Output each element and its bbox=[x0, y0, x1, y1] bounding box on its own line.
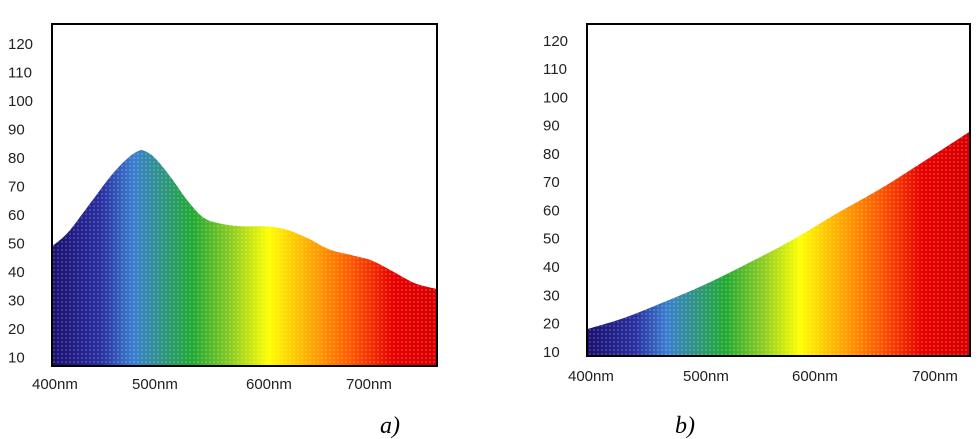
x-tick-label: 700nm bbox=[346, 376, 392, 393]
y-tick-label: 80 bbox=[8, 150, 25, 167]
y-tick-label: 80 bbox=[543, 146, 560, 163]
y-tick-label: 60 bbox=[8, 207, 25, 224]
y-tick-label: 60 bbox=[543, 203, 560, 220]
x-tick-label: 400nm bbox=[32, 376, 78, 393]
caption-b: b) bbox=[675, 413, 695, 439]
y-tick-label: 30 bbox=[543, 287, 560, 304]
caption-a: a) bbox=[380, 413, 400, 439]
x-tick-label: 500nm bbox=[132, 376, 178, 393]
y-tick-label: 20 bbox=[543, 316, 560, 333]
y-tick-label: 50 bbox=[543, 231, 560, 248]
y-tick-label: 100 bbox=[543, 90, 568, 107]
y-tick-label: 20 bbox=[8, 321, 25, 338]
plot-area bbox=[587, 131, 970, 356]
y-tick-label: 110 bbox=[543, 61, 567, 78]
y-tick-label: 90 bbox=[543, 118, 560, 135]
plot-area bbox=[52, 149, 437, 366]
plot-frame bbox=[51, 23, 438, 367]
y-tick-label: 10 bbox=[543, 344, 560, 361]
y-tick-label: 40 bbox=[543, 259, 560, 276]
chart-b: 10 20 30 40 50 60 70 80 90 100 110 120 400nm 500nm 600… bbox=[543, 23, 971, 385]
y-tick-label: 100 bbox=[8, 93, 33, 110]
plot-frame bbox=[586, 23, 971, 357]
y-tick-label: 10 bbox=[8, 349, 25, 366]
y-tick-label: 30 bbox=[8, 292, 25, 309]
y-tick-label: 40 bbox=[8, 264, 25, 281]
x-tick-label: 400nm bbox=[568, 368, 614, 385]
halftone-overlay bbox=[587, 131, 970, 356]
y-tick-label: 110 bbox=[8, 65, 32, 82]
halftone-overlay bbox=[52, 149, 437, 366]
y-tick-label: 50 bbox=[8, 235, 25, 252]
y-tick-label: 120 bbox=[8, 36, 33, 53]
x-tick-label: 700nm bbox=[912, 368, 958, 385]
x-tick-label: 600nm bbox=[246, 376, 292, 393]
x-tick-label: 600nm bbox=[792, 368, 838, 385]
y-tick-label: 90 bbox=[8, 122, 25, 139]
y-tick-label: 120 bbox=[543, 33, 568, 50]
y-tick-label: 70 bbox=[543, 174, 560, 191]
y-tick-label: 70 bbox=[8, 178, 25, 195]
x-tick-label: 500nm bbox=[683, 368, 729, 385]
chart-a: 10 20 30 40 50 60 70 80 90 100 110 120 400nm 500nm 600… bbox=[8, 23, 438, 393]
